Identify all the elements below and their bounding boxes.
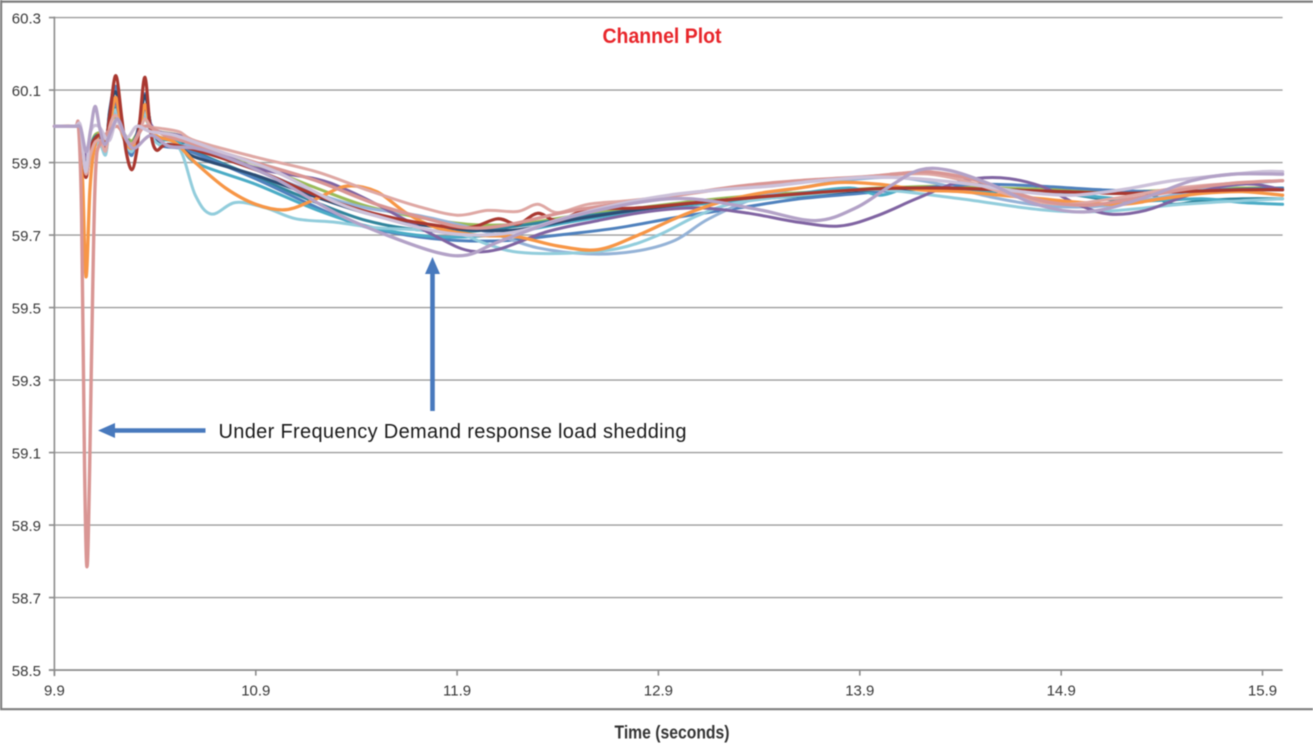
svg-text:12.9: 12.9 <box>644 683 673 700</box>
svg-text:59.9: 59.9 <box>12 156 41 173</box>
svg-text:60.1: 60.1 <box>12 83 41 100</box>
svg-text:Time (seconds): Time (seconds) <box>615 722 730 743</box>
svg-text:59.3: 59.3 <box>12 373 41 390</box>
svg-text:15.9: 15.9 <box>1248 683 1277 700</box>
svg-text:58.9: 58.9 <box>12 518 41 535</box>
svg-text:13.9: 13.9 <box>845 683 874 700</box>
svg-text:9.9: 9.9 <box>44 683 65 700</box>
svg-text:59.5: 59.5 <box>12 301 41 318</box>
svg-text:Under Frequency Demand respons: Under Frequency Demand response load she… <box>219 421 687 443</box>
svg-text:60.3: 60.3 <box>12 11 41 28</box>
svg-text:10.9: 10.9 <box>241 683 270 700</box>
svg-text:14.9: 14.9 <box>1047 683 1076 700</box>
svg-text:59.7: 59.7 <box>12 228 41 245</box>
svg-text:Channel Plot: Channel Plot <box>603 24 722 48</box>
svg-text:58.5: 58.5 <box>12 663 41 680</box>
svg-text:58.7: 58.7 <box>12 591 41 608</box>
svg-text:59.1: 59.1 <box>12 446 41 463</box>
svg-text:11.9: 11.9 <box>443 683 471 700</box>
